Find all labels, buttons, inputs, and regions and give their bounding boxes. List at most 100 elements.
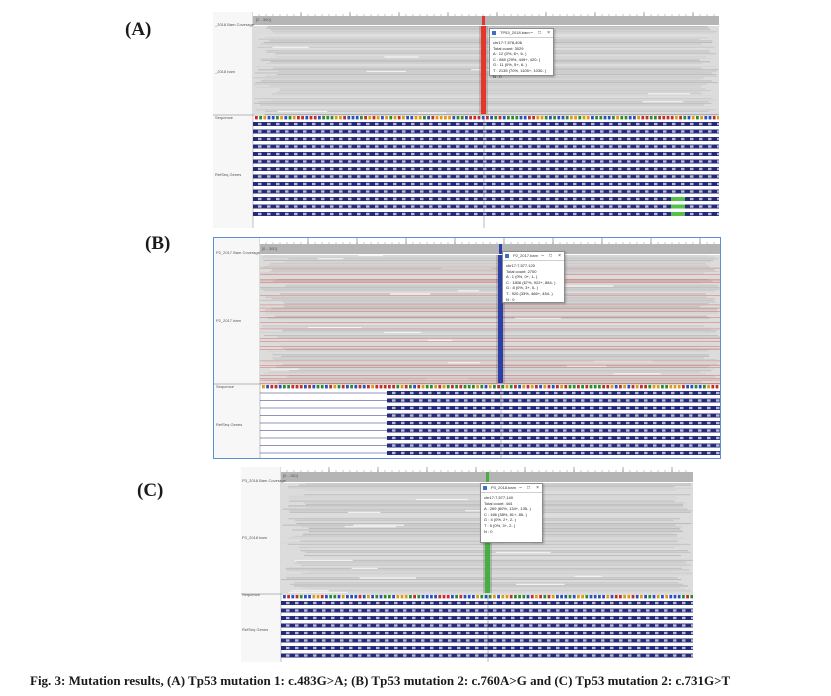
minimize-icon[interactable]: – <box>519 485 522 491</box>
gene-stripe <box>555 137 559 141</box>
gene-stripe <box>573 122 577 126</box>
gene-stripe <box>573 197 577 201</box>
gene-stripe <box>312 152 316 156</box>
minimize-icon[interactable]: – <box>541 253 544 259</box>
sequence-base <box>276 116 279 120</box>
gene-stripe <box>565 601 569 605</box>
sequence-base <box>662 116 666 120</box>
gene-stripe <box>537 145 541 148</box>
gene-stripe <box>520 646 524 650</box>
gene-stripe <box>384 175 388 178</box>
gene-stripe <box>699 205 703 208</box>
gene-stripe <box>601 631 605 635</box>
minimize-icon[interactable]: – <box>530 30 533 36</box>
gene-stripe <box>410 414 414 417</box>
gene-stripe <box>501 130 505 133</box>
gene-stripe <box>708 182 712 186</box>
gene-stripe <box>376 639 380 642</box>
gene-stripe <box>285 167 289 171</box>
sequence-base <box>337 385 341 389</box>
sequence-base <box>346 595 349 599</box>
gene-stripe <box>429 137 433 141</box>
gene-stripe <box>654 167 658 171</box>
gene-stripe <box>349 601 353 605</box>
sequence-base <box>442 385 446 389</box>
gene-stripe <box>573 175 577 178</box>
gene-stripe <box>664 601 668 605</box>
gene-stripe <box>537 212 541 216</box>
gene-stripe <box>628 646 632 650</box>
gene-stripe <box>671 406 675 410</box>
sequence-base <box>442 595 446 599</box>
sequence-base <box>539 385 542 389</box>
gene-stripe <box>339 137 343 141</box>
gene-stripe <box>394 609 398 612</box>
gene-stripe <box>285 145 289 148</box>
gene-stripe <box>546 190 550 193</box>
sequence-base <box>593 595 597 599</box>
gene-stripe <box>546 137 550 141</box>
gene-stripe <box>583 646 587 650</box>
read <box>283 319 706 321</box>
gene-stripe <box>572 451 576 455</box>
sequence-base <box>627 385 631 389</box>
gene-stripe <box>465 130 469 133</box>
popup-line: T : 5 (0%, 3+, 2- ) <box>484 522 516 528</box>
gene-stripe <box>375 205 379 208</box>
gene-stripe <box>393 197 397 201</box>
gene-stripe <box>608 421 612 425</box>
sequence-base <box>379 385 383 389</box>
gene-stripe <box>465 190 469 193</box>
gene-stripe <box>663 182 667 186</box>
maximize-icon[interactable]: □ <box>526 485 530 491</box>
mismatch-line <box>260 383 720 384</box>
sequence-base <box>383 385 387 389</box>
gene-stripe <box>672 190 676 193</box>
sequence-base <box>547 595 551 599</box>
gene-stripe <box>673 601 677 605</box>
gene-stripe <box>582 197 586 201</box>
gene-stripe <box>546 175 550 178</box>
gene-stripe <box>564 130 568 133</box>
gene-stripe <box>313 609 317 612</box>
gene-stripe <box>707 406 711 410</box>
gene-stripe <box>528 205 532 208</box>
gene-stripe <box>439 639 443 642</box>
gene-stripe <box>509 421 513 425</box>
gene-stripe <box>267 145 271 148</box>
gene-stripe <box>367 654 371 657</box>
gene-stripe <box>673 624 677 627</box>
gene-stripe <box>689 429 693 432</box>
gene-stripe <box>303 167 307 171</box>
sequence-base <box>274 385 278 389</box>
gene-stripe <box>564 152 568 156</box>
close-icon[interactable]: × <box>558 253 561 259</box>
gene-stripe <box>473 406 477 410</box>
gene-stripe <box>555 182 559 186</box>
gene-stripe <box>392 391 396 395</box>
gene-stripe <box>582 130 586 133</box>
gene-stripe <box>385 616 389 620</box>
close-icon[interactable]: × <box>536 485 539 491</box>
gene-stripe <box>601 654 605 657</box>
sequence-base <box>547 385 551 389</box>
read <box>275 343 712 345</box>
sequence-base <box>427 116 430 120</box>
gene-stripe <box>708 205 712 208</box>
maximize-icon[interactable]: □ <box>548 253 552 259</box>
gene-stripe <box>294 137 298 141</box>
gene-stripe <box>511 639 515 642</box>
gene-stripe <box>446 444 450 447</box>
gene-stripe <box>304 616 308 620</box>
gene-stripe <box>573 190 577 193</box>
gene-stripe <box>366 182 370 186</box>
gene-stripe <box>385 624 389 627</box>
maximize-icon[interactable]: □ <box>537 30 541 36</box>
sequence-base <box>434 385 437 389</box>
close-icon[interactable]: × <box>547 30 550 36</box>
mismatch-line <box>260 328 720 330</box>
gene-stripe <box>384 152 388 156</box>
gene-stripe <box>428 391 432 395</box>
gene-stripe <box>473 429 477 432</box>
gene-stripe <box>664 646 668 650</box>
